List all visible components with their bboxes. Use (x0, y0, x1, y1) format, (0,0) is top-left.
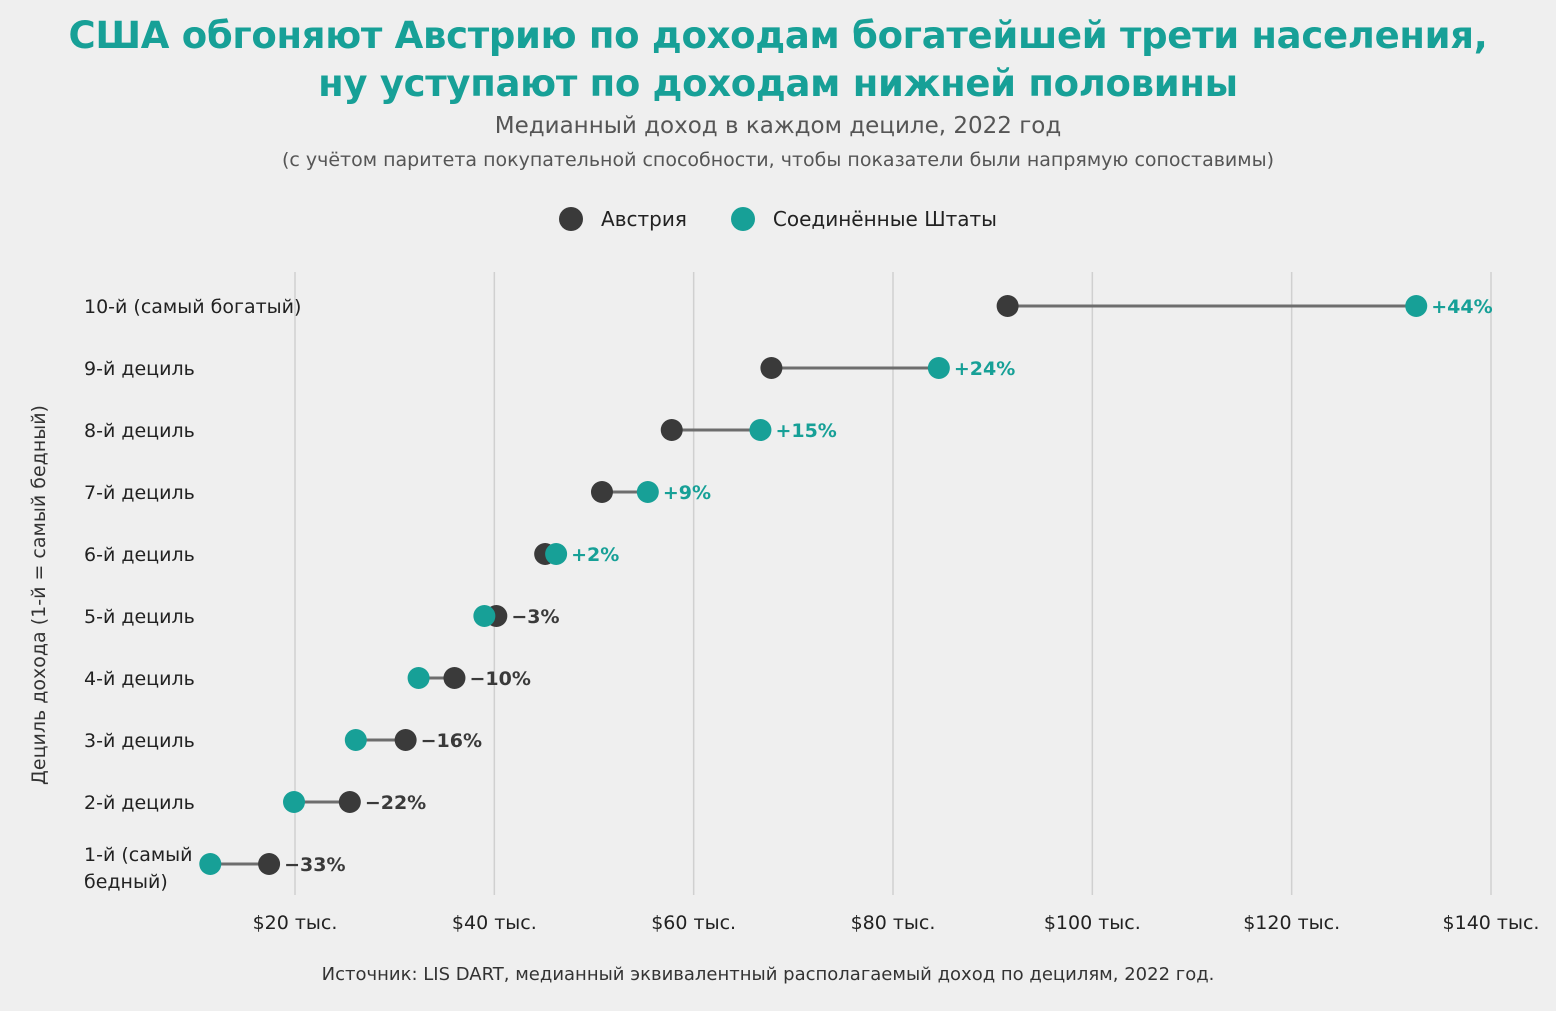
category-label-10: 1-й (самый бедный) (84, 844, 193, 893)
category-label-2: 9-й дециль (84, 358, 195, 380)
point-austria-10 (258, 853, 281, 875)
category-label-8: 3-й дециль (84, 730, 195, 752)
diff-label-8: −16% (421, 730, 482, 752)
point-usa-4 (636, 481, 659, 503)
diff-label-3: +15% (775, 420, 836, 442)
point-austria-4 (590, 481, 613, 503)
legend-item-usa: Соединённые Штаты (730, 207, 997, 231)
x-tick-label-120: $120 тыс. (1243, 912, 1340, 934)
category-label-7: 4-й дециль (84, 668, 195, 690)
point-usa-2 (927, 357, 950, 379)
diff-label-10: −33% (284, 854, 345, 876)
legend-label-austria: Австрия (601, 207, 687, 231)
category-label-3: 8-й дециль (84, 420, 195, 442)
chart-title-line-2: ну уступают по доходам нижней половины (318, 62, 1238, 105)
chart-subtitle: Медианный доход в каждом дециле, 2022 го… (494, 113, 1062, 139)
diff-label-7: −10% (469, 668, 530, 690)
category-label-1: 10-й (самый богатый) (84, 296, 301, 318)
diff-label-4: +9% (663, 482, 711, 504)
point-austria-2 (760, 357, 783, 379)
point-austria-3 (660, 419, 683, 441)
point-usa-5 (545, 543, 568, 565)
point-usa-1 (1405, 295, 1428, 317)
category-label-line: 1-й (самый (84, 844, 193, 866)
x-tick-label-20: $20 тыс. (253, 912, 338, 934)
category-label-9: 2-й дециль (84, 792, 195, 814)
point-usa-8 (344, 729, 367, 751)
point-usa-3 (749, 419, 772, 441)
x-tick-label-60: $60 тыс. (651, 912, 736, 934)
point-austria-8 (394, 729, 417, 751)
source-note: Источник: LIS DART, медианный эквивалент… (321, 964, 1215, 985)
diff-label-9: −22% (365, 792, 426, 814)
category-label-line: бедный) (84, 871, 168, 893)
point-usa-6 (473, 605, 496, 627)
x-tick-label-80: $80 тыс. (851, 912, 936, 934)
legend-marker-austria (559, 207, 584, 231)
diff-label-5: +2% (571, 544, 619, 566)
x-tick-label-40: $40 тыс. (452, 912, 537, 934)
diff-label-6: −3% (511, 606, 559, 628)
diff-label-2: +24% (954, 358, 1015, 380)
legend-item-austria: Австрия (559, 207, 687, 231)
point-austria-7 (443, 667, 466, 689)
chart-title: США обгоняют Австрию по доходам богатейш… (0, 12, 1556, 108)
x-tick-label-140: $140 тыс. (1443, 912, 1540, 934)
point-austria-9 (338, 791, 361, 813)
diff-label-1: +44% (1431, 296, 1492, 318)
point-usa-9 (283, 791, 306, 813)
legend-marker-usa (730, 207, 755, 231)
category-label-5: 6-й дециль (84, 544, 195, 566)
point-usa-7 (407, 667, 430, 689)
x-tick-label-100: $100 тыс. (1044, 912, 1141, 934)
point-austria-1 (996, 295, 1019, 317)
category-label-6: 5-й дециль (84, 606, 195, 628)
legend: Австрия Соединённые Штаты (0, 207, 1556, 231)
legend-label-usa: Соединённые Штаты (772, 207, 997, 231)
point-usa-10 (199, 853, 222, 875)
chart-note: (с учётом паритета покупательной способн… (281, 149, 1275, 171)
chart-title-line-1: США обгоняют Австрию по доходам богатейш… (68, 14, 1488, 57)
category-label-4: 7-й дециль (84, 482, 195, 504)
y-axis-title: Дециль дохода (1-й = самый бедный) (28, 405, 50, 785)
